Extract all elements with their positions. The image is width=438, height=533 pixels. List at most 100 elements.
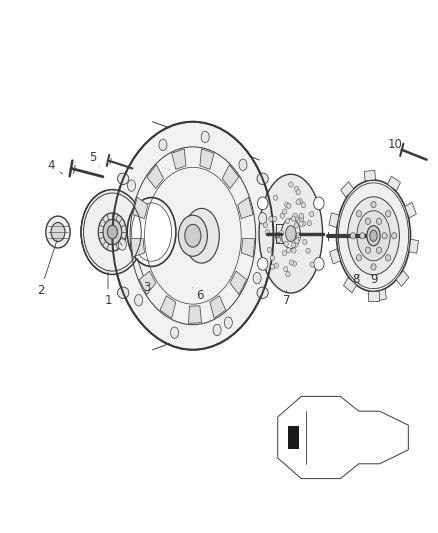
Ellipse shape (117, 287, 129, 298)
Circle shape (267, 247, 272, 253)
Circle shape (286, 203, 291, 208)
Text: 4: 4 (48, 159, 62, 174)
Polygon shape (388, 176, 400, 191)
Circle shape (276, 232, 279, 238)
Polygon shape (405, 203, 417, 218)
Circle shape (314, 257, 324, 270)
Ellipse shape (46, 216, 70, 248)
Circle shape (306, 248, 310, 254)
Ellipse shape (257, 287, 268, 298)
Polygon shape (139, 271, 156, 294)
Polygon shape (329, 249, 340, 264)
Circle shape (376, 247, 381, 253)
Circle shape (382, 232, 387, 239)
Polygon shape (160, 296, 176, 318)
Circle shape (276, 234, 280, 239)
Circle shape (292, 248, 296, 253)
Circle shape (272, 216, 277, 222)
Ellipse shape (258, 213, 267, 224)
Circle shape (296, 236, 300, 241)
Circle shape (276, 235, 280, 240)
Circle shape (314, 197, 324, 209)
Circle shape (300, 217, 304, 222)
Circle shape (297, 232, 301, 238)
Ellipse shape (239, 159, 247, 171)
Bar (288, 426, 299, 449)
Circle shape (294, 186, 299, 191)
Circle shape (269, 216, 273, 222)
Polygon shape (364, 170, 375, 181)
Text: 2: 2 (37, 240, 57, 297)
Ellipse shape (81, 190, 144, 274)
Circle shape (285, 219, 290, 224)
Circle shape (283, 266, 288, 272)
Circle shape (301, 203, 306, 208)
Ellipse shape (253, 272, 261, 284)
Ellipse shape (201, 131, 209, 143)
Circle shape (276, 237, 281, 243)
Polygon shape (409, 239, 419, 253)
Polygon shape (172, 149, 186, 169)
Circle shape (278, 233, 282, 238)
Ellipse shape (127, 198, 176, 266)
Polygon shape (133, 197, 148, 219)
Circle shape (310, 262, 314, 267)
Text: 9: 9 (370, 273, 377, 286)
Circle shape (294, 223, 299, 228)
Text: 7: 7 (283, 290, 290, 308)
Circle shape (265, 229, 270, 235)
Ellipse shape (184, 208, 219, 263)
Circle shape (371, 264, 376, 270)
Polygon shape (210, 296, 226, 318)
Circle shape (285, 202, 289, 207)
Polygon shape (200, 149, 214, 169)
Ellipse shape (336, 180, 410, 292)
Ellipse shape (257, 173, 268, 184)
Text: 5: 5 (89, 151, 99, 167)
Circle shape (289, 260, 293, 265)
Ellipse shape (286, 225, 296, 241)
Polygon shape (230, 271, 247, 294)
Circle shape (274, 263, 279, 268)
Ellipse shape (159, 139, 167, 150)
Circle shape (289, 182, 293, 187)
Ellipse shape (178, 215, 207, 256)
Polygon shape (238, 197, 253, 219)
Ellipse shape (367, 226, 380, 246)
Polygon shape (368, 292, 379, 301)
Ellipse shape (131, 203, 172, 261)
Polygon shape (189, 306, 201, 324)
Circle shape (385, 211, 391, 217)
Circle shape (263, 223, 268, 228)
Ellipse shape (213, 324, 221, 336)
Circle shape (296, 190, 300, 195)
Ellipse shape (170, 327, 179, 338)
Circle shape (291, 216, 296, 221)
Circle shape (385, 255, 391, 261)
Polygon shape (241, 238, 255, 257)
Circle shape (293, 213, 297, 219)
Circle shape (294, 215, 299, 221)
Circle shape (295, 238, 299, 244)
Ellipse shape (51, 222, 65, 241)
Circle shape (286, 248, 291, 253)
Circle shape (291, 243, 296, 248)
Circle shape (279, 230, 284, 236)
Circle shape (360, 232, 365, 239)
Ellipse shape (117, 173, 129, 184)
Circle shape (356, 211, 361, 217)
Text: 10: 10 (388, 138, 403, 151)
Circle shape (294, 242, 298, 247)
Circle shape (258, 257, 268, 270)
Polygon shape (222, 165, 239, 189)
Polygon shape (147, 165, 163, 189)
Ellipse shape (107, 225, 117, 239)
Circle shape (296, 233, 300, 239)
Circle shape (307, 221, 311, 226)
Circle shape (310, 212, 314, 217)
Ellipse shape (134, 295, 143, 306)
Circle shape (292, 261, 297, 266)
Ellipse shape (224, 317, 232, 328)
Ellipse shape (127, 180, 135, 191)
Polygon shape (329, 213, 339, 228)
